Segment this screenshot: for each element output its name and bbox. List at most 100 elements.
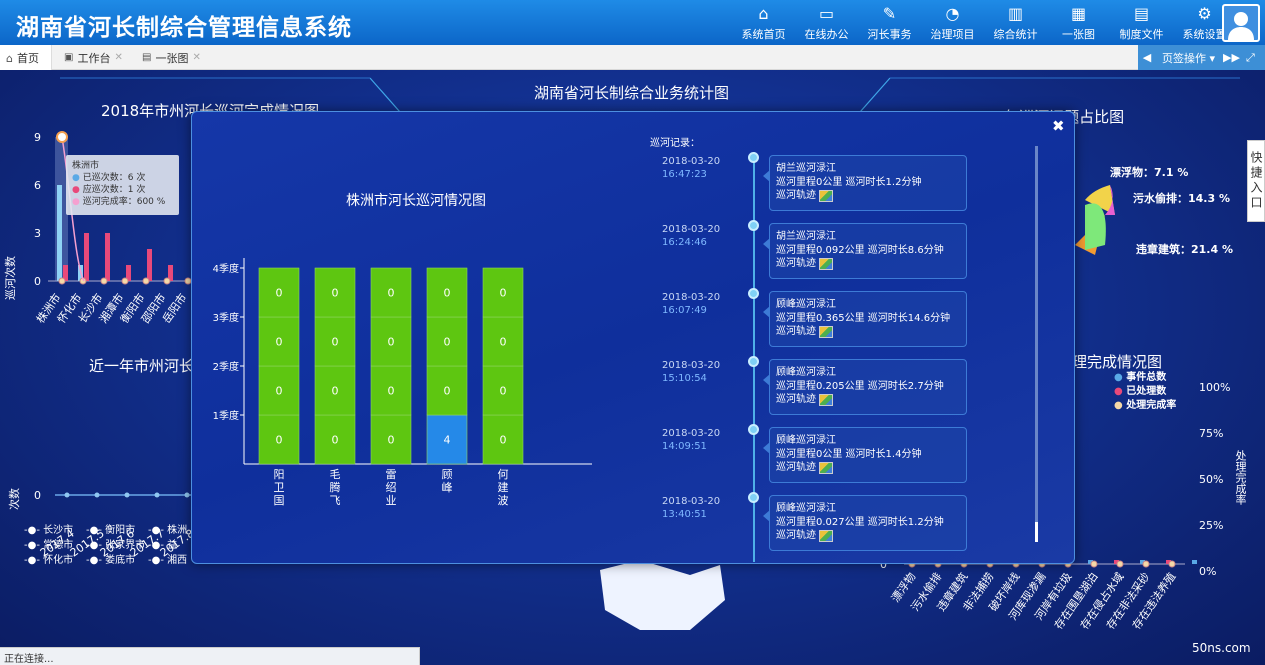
record-title: 顾峰巡河渌江 — [776, 435, 836, 446]
y-tick-label: 6 — [34, 179, 41, 192]
legend-item[interactable]: -●- 怀化市 — [24, 555, 74, 566]
bar — [1140, 560, 1145, 564]
bar-segment[interactable] — [370, 267, 412, 318]
bar-segment[interactable] — [314, 414, 356, 465]
bar-segment[interactable] — [370, 316, 412, 367]
nav-item-6[interactable]: ▤ 制度文件 — [1110, 0, 1173, 45]
bar-segment[interactable] — [258, 414, 300, 465]
map-thumbnail-icon[interactable] — [819, 257, 833, 270]
record-track[interactable]: 巡河轨迹 — [776, 461, 960, 475]
scrollbar[interactable] — [1035, 146, 1038, 541]
series-point — [184, 492, 190, 498]
rate-point-active — [56, 131, 68, 143]
bar-segment[interactable] — [482, 414, 524, 465]
bar-value-label: 0 — [388, 287, 395, 300]
record-detail: 巡河里程0公里 巡河时长1.4分钟 — [776, 448, 922, 460]
bar-segment[interactable] — [314, 316, 356, 367]
bar-segment[interactable] — [314, 365, 356, 416]
record-track[interactable]: 巡河轨迹 — [776, 257, 960, 271]
bar — [1192, 560, 1197, 564]
map-thumbnail-icon[interactable] — [819, 393, 833, 406]
tooltip-line: 已巡次数：6 次 — [82, 173, 146, 183]
bar-segment[interactable] — [426, 316, 468, 367]
legend-item[interactable]: ● 事件总数 — [1114, 371, 1176, 385]
record-time: 16:07:49 — [662, 305, 707, 316]
legend-item[interactable]: ● 处理完成率 — [1114, 399, 1176, 413]
tab-close-icon[interactable]: ✕ — [192, 52, 201, 63]
nav-label: 系统首页 — [741, 28, 786, 41]
percent-tick: 0% — [1199, 565, 1217, 578]
x-tick-label: 毛 — [330, 468, 341, 481]
legend-item[interactable]: -●- 常德市 — [24, 540, 74, 551]
nav-item-5[interactable]: ▦ 一张图 — [1047, 0, 1110, 45]
nav-item-1[interactable]: ▭ 在线办公 — [795, 0, 858, 45]
record-time: 14:09:51 — [662, 441, 707, 452]
page-ops-dropdown[interactable]: 页签操作 ▾ — [1162, 51, 1216, 65]
record-track[interactable]: 巡河轨迹 — [776, 325, 960, 339]
bar-segment[interactable] — [426, 267, 468, 318]
legend-item[interactable]: -●- 株洲 — [148, 525, 188, 536]
bar-segment[interactable] — [258, 365, 300, 416]
nav-item-4[interactable]: ▥ 综合统计 — [984, 0, 1047, 45]
bar-segment[interactable] — [258, 316, 300, 367]
user-avatar[interactable] — [1222, 4, 1260, 42]
record-track[interactable]: 巡河轨迹 — [776, 393, 960, 407]
bar-segment[interactable] — [314, 267, 356, 318]
x-tick-label: 波 — [498, 494, 509, 507]
bar-segment[interactable] — [482, 267, 524, 318]
scrollbar-thumb[interactable] — [1035, 522, 1038, 542]
bar-segment[interactable] — [482, 316, 524, 367]
bar-segment[interactable] — [482, 365, 524, 416]
bar-segment[interactable] — [258, 267, 300, 318]
nav-item-3[interactable]: ◔ 治理项目 — [921, 0, 984, 45]
nav-item-0[interactable]: ⌂ 系统首页 — [732, 0, 795, 45]
next-page-icon[interactable]: ▶▶ — [1223, 51, 1240, 64]
nav-item-7[interactable]: ⚙ 系统设置 — [1173, 0, 1236, 45]
legend-item[interactable]: -●- 娄底市 — [86, 555, 136, 566]
prev-page-icon[interactable]: ◀ — [1142, 51, 1152, 64]
patrol-record-card[interactable]: 胡兰巡河渌江 巡河里程0公里 巡河时长1.2分钟 巡河轨迹 — [763, 155, 967, 211]
legend-item[interactable]: -●- 衡阳市 — [86, 525, 136, 536]
legend-item[interactable]: -●- 湘西 — [148, 555, 188, 566]
legend-item[interactable]: -●- 益 — [148, 540, 178, 551]
nav-item-2[interactable]: ✎ 河长事务 — [858, 0, 921, 45]
top-bar: 湖南省河长制综合管理信息系统 ⌂ 系统首页 ▭ 在线办公 ✎ 河长事务 ◔ 治理项目 ▥ 综合统计… — [0, 0, 1265, 45]
map-thumbnail-icon[interactable] — [819, 461, 833, 474]
document-icon: ▤ — [1133, 4, 1150, 23]
bar-segment[interactable] — [426, 414, 468, 465]
patrol-record-card[interactable]: 顾峰巡河渌江 巡河里程0.027公里 巡河时长1.2分钟 巡河轨迹 — [763, 495, 967, 551]
patrol-record-card[interactable]: 顾峰巡河渌江巡河里程0公里 巡河时长1.4分钟 巡河轨迹 — [763, 427, 967, 483]
tab-workbench[interactable]: ▣ 工作台 ✕ — [58, 45, 129, 70]
close-icon[interactable]: ✖ — [1052, 117, 1065, 135]
legend-item[interactable]: -●- 张家界市 — [86, 540, 146, 551]
map-thumbnail-icon[interactable] — [819, 529, 833, 542]
gear-icon: ⚙ — [1197, 4, 1212, 23]
tab-label: 一张图 — [155, 51, 189, 65]
patrol-record-card[interactable]: 顾峰巡河渌江 巡河里程0.205公里 巡河时长2.7分钟 巡河轨迹 — [763, 359, 967, 415]
left-mid-legend: -●- 长沙市 -●- 衡阳市 -●- 株洲 -●- 常德市 -●- 张家界市 -●- 益… — [24, 523, 194, 568]
tab-home[interactable]: ⌂ 首页 — [0, 45, 52, 71]
bar-segment[interactable] — [370, 414, 412, 465]
map-thumbnail-icon[interactable] — [819, 325, 833, 338]
percent-tick: 50% — [1199, 473, 1224, 486]
bar-value-label: 0 — [444, 336, 451, 349]
legend-item[interactable]: -●- 长沙市 — [24, 525, 74, 536]
rate-line — [61, 136, 85, 282]
rate-point — [121, 277, 129, 285]
y-tick-label: 1季度 — [213, 409, 239, 422]
quick-entry-panel[interactable]: 快捷入口 — [1247, 140, 1265, 222]
legend-item[interactable]: ● 已处理数 — [1114, 385, 1176, 399]
record-track[interactable]: 巡河轨迹 — [776, 189, 960, 203]
record-track[interactable]: 巡河轨迹 — [776, 529, 960, 543]
bar-value-label: 4 — [444, 434, 451, 447]
bar-value-label: 0 — [276, 287, 283, 300]
y-tick-label: 3季度 — [213, 311, 239, 324]
tab-map[interactable]: ▤ 一张图 ✕ — [136, 45, 207, 70]
x-tick-label: 雷 — [386, 468, 397, 481]
tab-close-icon[interactable]: ✕ — [114, 52, 123, 63]
patrol-record-card[interactable]: 胡兰巡河渌江 巡河里程0.092公里 巡河时长8.6分钟 巡河轨迹 — [763, 223, 967, 279]
map-thumbnail-icon[interactable] — [819, 189, 833, 202]
patrol-record-card[interactable]: 顾峰巡河渌江 巡河里程0.365公里 巡河时长14.6分钟 巡河轨迹 — [763, 291, 967, 347]
fullscreen-icon[interactable]: ⤢ — [1245, 50, 1255, 64]
